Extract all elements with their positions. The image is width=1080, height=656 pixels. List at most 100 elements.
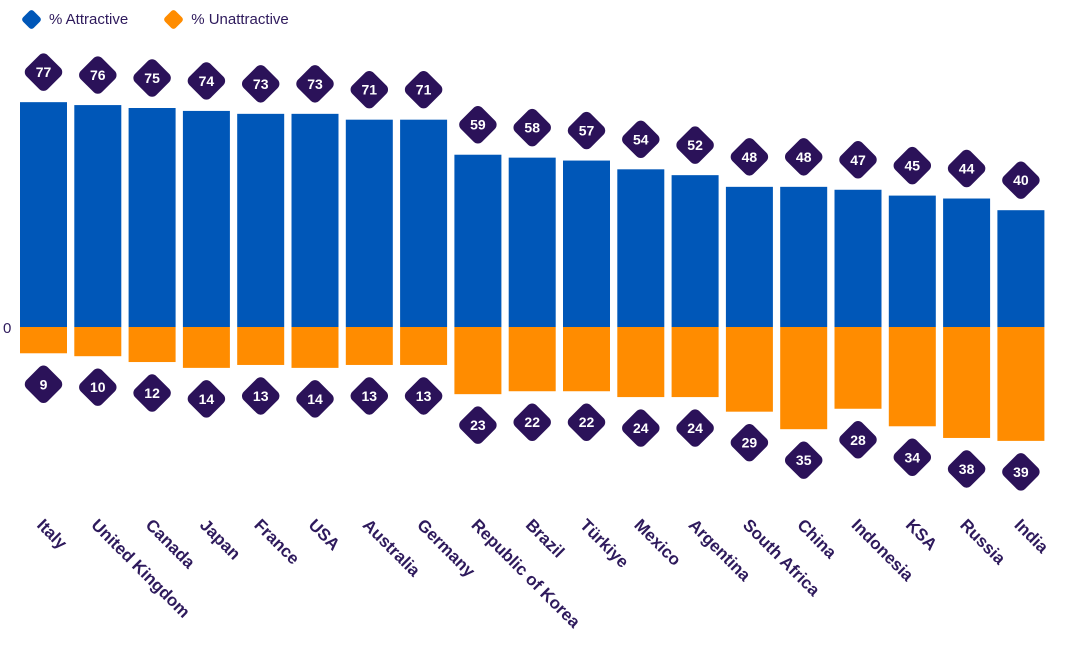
value-label-unattractive: 22 [513, 403, 551, 441]
category-label: India [1011, 515, 1053, 557]
value-badge-diamond [350, 70, 389, 109]
bar-unattractive [997, 327, 1045, 441]
category-label: Australia [359, 515, 424, 580]
value-label-unattractive-text: 39 [1013, 464, 1029, 480]
bar-attractive [997, 210, 1045, 327]
value-badge-diamond [350, 377, 389, 415]
zero-tick-label: 0 [3, 320, 11, 337]
value-label-unattractive: 14 [296, 380, 334, 418]
legend-label-attractive: % Attractive [49, 10, 129, 28]
value-label-attractive: 75 [133, 59, 171, 97]
bar-unattractive [182, 327, 230, 368]
value-label-unattractive-text: 38 [959, 461, 975, 477]
legend: % Attractive % Unattractive [20, 8, 323, 30]
value-label-unattractive-text: 10 [90, 379, 106, 395]
value-label-attractive: 71 [350, 70, 389, 109]
value-label-unattractive: 22 [567, 403, 606, 441]
bar-unattractive [563, 327, 610, 392]
bar-unattractive [20, 327, 67, 354]
value-label-unattractive: 24 [622, 409, 660, 447]
legend-item-unattractive: % Unattractive [162, 8, 289, 30]
category-label: Brazil [522, 515, 568, 561]
bar-unattractive [128, 327, 176, 363]
value-label-unattractive: 29 [730, 423, 769, 462]
bar-attractive [671, 175, 719, 327]
value-label-attractive: 48 [784, 138, 823, 176]
value-badge-diamond [622, 120, 660, 159]
bar-attractive [400, 119, 448, 328]
category-label: United Kingdom [87, 515, 193, 621]
value-badge-diamond [296, 65, 334, 103]
category-label: China [793, 515, 840, 562]
value-label-attractive-text: 76 [90, 67, 106, 83]
category-label: Russia [956, 515, 1009, 568]
value-label-attractive: 71 [404, 70, 443, 109]
value-label-unattractive: 23 [459, 406, 497, 444]
value-badge-diamond [567, 111, 606, 150]
value-label-unattractive: 13 [350, 377, 389, 415]
value-label-attractive-text: 52 [687, 137, 703, 153]
value-label-attractive: 77 [24, 53, 63, 91]
category-label: Germany [413, 515, 479, 581]
value-label-attractive: 44 [947, 149, 986, 188]
value-label-attractive: 74 [187, 62, 226, 100]
value-label-attractive-text: 74 [199, 73, 215, 89]
value-badge-diamond [676, 409, 714, 447]
value-label-unattractive-text: 13 [253, 388, 269, 404]
value-label-unattractive-text: 22 [524, 414, 540, 430]
bar-attractive [834, 189, 882, 327]
value-badge-diamond [404, 377, 443, 415]
bar-attractive [943, 198, 991, 327]
value-label-attractive-text: 75 [144, 70, 160, 86]
value-badge-diamond [893, 438, 932, 477]
value-label-unattractive: 34 [893, 438, 932, 477]
value-label-unattractive-text: 13 [362, 388, 378, 404]
value-label-unattractive: 35 [784, 441, 823, 479]
value-badge-diamond [622, 409, 660, 447]
bar-attractive [508, 157, 556, 327]
value-badge-diamond [784, 138, 823, 176]
value-label-attractive: 48 [730, 138, 769, 176]
bar-attractive [454, 154, 502, 327]
value-label-attractive-text: 71 [362, 82, 378, 98]
bar-unattractive [725, 327, 773, 412]
bar-attractive [74, 105, 122, 327]
value-badge-diamond [730, 423, 769, 462]
value-badge-diamond [241, 65, 280, 103]
value-label-attractive: 58 [513, 108, 551, 147]
bar-attractive [617, 169, 665, 327]
value-badge-diamond [79, 368, 117, 406]
value-badge-diamond [187, 380, 226, 418]
value-badge-diamond [133, 374, 171, 412]
category-label: Japan [196, 515, 244, 563]
value-label-unattractive: 12 [133, 374, 171, 412]
value-label-unattractive-text: 24 [633, 420, 649, 436]
bar-attractive [20, 102, 67, 327]
value-label-attractive: 40 [1002, 161, 1040, 199]
bar-unattractive [400, 327, 448, 365]
bar-attractive [345, 119, 393, 328]
bar-unattractive [454, 327, 502, 395]
value-badge-diamond [241, 377, 280, 415]
bar-unattractive [345, 327, 393, 365]
value-label-attractive: 59 [459, 105, 497, 144]
value-badge-diamond [459, 105, 497, 144]
bar-unattractive [834, 327, 882, 409]
value-label-attractive-text: 48 [742, 149, 758, 165]
value-label-unattractive-text: 28 [850, 432, 866, 448]
value-label-unattractive-text: 14 [199, 391, 215, 407]
value-label-unattractive-text: 12 [144, 385, 160, 401]
value-badge-diamond [730, 138, 769, 176]
value-label-attractive: 73 [241, 65, 280, 103]
bar-unattractive [943, 327, 991, 438]
value-label-unattractive: 39 [1002, 453, 1040, 491]
value-badge-diamond [567, 403, 606, 441]
bar-attractive [725, 186, 773, 327]
value-badge-diamond [513, 403, 551, 441]
value-label-attractive-text: 47 [850, 152, 866, 168]
value-badge-diamond [1002, 161, 1040, 199]
value-label-unattractive: 9 [24, 365, 63, 404]
value-badge-diamond [459, 406, 497, 444]
